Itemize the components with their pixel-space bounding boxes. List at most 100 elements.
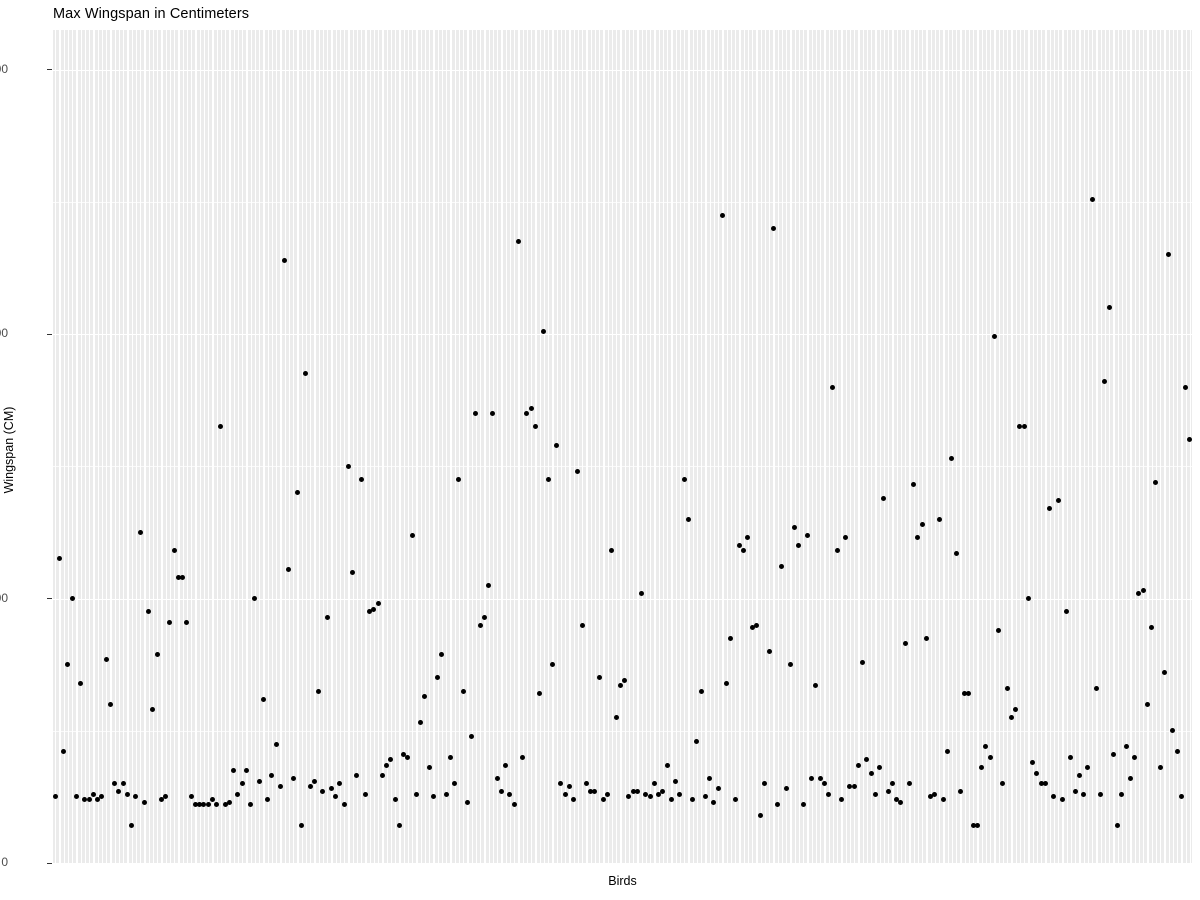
gridline-vertical	[399, 30, 401, 863]
y-tick-mark	[47, 598, 52, 600]
data-point	[333, 794, 339, 800]
gridline-horizontal-major	[53, 334, 1192, 336]
data-point	[443, 791, 449, 797]
data-point	[609, 548, 615, 554]
data-point	[243, 767, 249, 773]
gridline-vertical	[327, 30, 329, 863]
gridline-vertical	[1126, 30, 1128, 863]
gridline-vertical	[781, 30, 784, 863]
gridline-vertical	[123, 30, 125, 863]
gridline-vertical	[114, 30, 116, 863]
data-point	[906, 781, 912, 787]
data-point	[1106, 305, 1112, 311]
data-point	[583, 781, 589, 787]
gridline-vertical	[1087, 30, 1090, 863]
gridline-vertical	[1177, 30, 1179, 863]
data-point	[269, 773, 275, 779]
gridline-vertical	[1011, 30, 1013, 863]
data-point	[732, 797, 738, 803]
gridline-vertical	[322, 30, 325, 863]
data-point	[724, 680, 730, 686]
gridline-vertical	[973, 30, 975, 863]
gridline-vertical	[900, 30, 903, 863]
gridline-vertical	[994, 30, 996, 863]
data-point	[651, 781, 657, 787]
data-point	[307, 783, 313, 789]
gridline-vertical	[195, 30, 197, 863]
gridline-vertical	[985, 30, 988, 863]
data-point	[834, 548, 840, 554]
data-point	[209, 797, 215, 803]
data-point	[260, 696, 266, 702]
data-point	[418, 720, 424, 726]
gridline-vertical	[467, 30, 469, 863]
gridline-vertical	[497, 30, 499, 863]
gridline-vertical	[216, 30, 218, 863]
data-point	[821, 781, 827, 787]
data-point	[575, 469, 581, 475]
gridline-vertical	[760, 30, 762, 863]
data-point	[643, 791, 649, 797]
gridline-vertical	[501, 30, 503, 863]
gridline-vertical	[297, 30, 299, 863]
data-point	[167, 619, 173, 625]
gridline-vertical	[526, 30, 529, 863]
gridline-vertical	[93, 30, 95, 863]
gridline-vertical	[713, 30, 716, 863]
gridline-vertical	[905, 30, 907, 863]
data-point	[401, 752, 407, 758]
gridline-vertical	[1079, 30, 1081, 863]
data-point	[1110, 752, 1116, 758]
gridline-vertical	[573, 30, 575, 863]
data-point	[566, 783, 572, 789]
gridline-vertical	[616, 30, 618, 863]
data-point	[90, 791, 96, 797]
data-point	[1187, 437, 1192, 443]
gridline-vertical	[599, 30, 601, 863]
gridline-vertical	[543, 30, 546, 863]
gridline-vertical	[1134, 30, 1136, 863]
gridline-horizontal-minor	[53, 466, 1192, 468]
gridline-vertical	[820, 30, 822, 863]
data-point	[124, 791, 130, 797]
gridline-vertical	[318, 30, 320, 863]
data-point	[864, 757, 870, 763]
data-point	[188, 794, 194, 800]
gridline-vertical	[352, 30, 354, 863]
data-point	[681, 477, 687, 483]
data-point	[855, 762, 861, 768]
gridline-vertical	[951, 30, 954, 863]
gridline-vertical	[344, 30, 346, 863]
gridline-vertical	[152, 30, 155, 863]
data-point	[698, 688, 704, 694]
gridline-vertical	[871, 30, 873, 863]
data-point	[1085, 765, 1091, 771]
gridline-vertical	[199, 30, 201, 863]
gridline-vertical	[862, 30, 864, 863]
data-point	[201, 802, 207, 808]
data-point	[928, 794, 934, 800]
y-tick-label: 300	[0, 61, 8, 76]
data-point	[1021, 424, 1027, 430]
y-tick-label: 100	[0, 590, 8, 605]
data-point	[163, 794, 169, 800]
gridline-vertical	[960, 30, 962, 863]
data-point	[1008, 715, 1014, 721]
gridline-vertical	[866, 30, 869, 863]
data-point	[1081, 791, 1087, 797]
data-point	[945, 749, 951, 755]
data-point	[56, 556, 62, 562]
gridline-vertical	[403, 30, 405, 863]
gridline-vertical	[59, 30, 61, 863]
data-point	[1034, 770, 1040, 776]
gridline-vertical	[624, 30, 626, 863]
data-point	[596, 675, 602, 681]
gridline-vertical	[157, 30, 159, 863]
gridline-vertical	[484, 30, 486, 863]
data-point	[426, 765, 432, 771]
data-point	[894, 797, 900, 803]
gridline-vertical	[55, 30, 57, 863]
data-point	[923, 635, 929, 641]
gridline-vertical	[1130, 30, 1132, 863]
gridline-vertical	[1151, 30, 1153, 863]
